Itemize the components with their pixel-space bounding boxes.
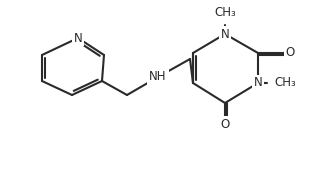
Text: N: N: [74, 31, 82, 44]
Text: CH₃: CH₃: [274, 76, 296, 89]
Text: CH₃: CH₃: [214, 6, 236, 19]
Text: N: N: [254, 76, 262, 89]
Text: O: O: [286, 47, 295, 60]
Text: N: N: [221, 28, 229, 41]
Text: NH: NH: [149, 70, 167, 83]
Text: O: O: [220, 117, 230, 130]
